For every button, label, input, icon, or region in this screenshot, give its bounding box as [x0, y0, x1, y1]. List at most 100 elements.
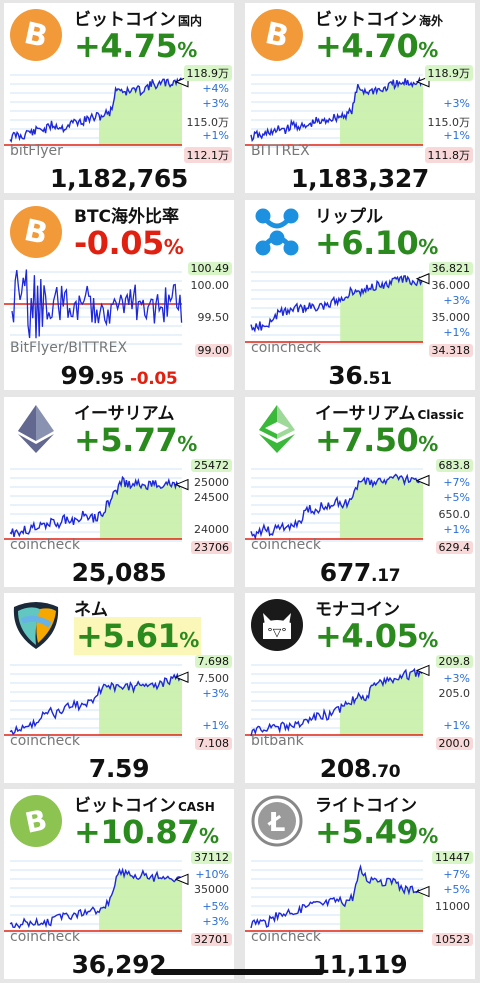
percent-sign: %: [177, 432, 197, 456]
exchange-source: BITTREX: [251, 143, 310, 159]
coin-name-suffix: 国内: [178, 14, 203, 28]
chart-high-label: 7.698: [194, 655, 232, 668]
chart-grid-label: +5%: [443, 491, 470, 504]
change-percent: +5.49%: [315, 813, 438, 851]
price-integer: 36,292: [71, 950, 167, 979]
coin-card[interactable]: B BTC海外比率 -0.05% 100.49 100.00 99.50 99.00 BitF…: [4, 200, 234, 390]
price-integer: 99: [60, 361, 96, 390]
change-percent: -0.05%: [74, 224, 184, 262]
chart-grid-label: 100.00: [190, 279, 230, 292]
price-decimal: .51: [362, 369, 392, 389]
price-line: [250, 864, 424, 929]
chart-high-label: 36.821: [428, 262, 473, 275]
coin-card[interactable]: B ビットコイン 国内 +4.75% 118.9万 +4% +3% 115.0万 +1% 112.…: [4, 3, 234, 193]
home-indicator[interactable]: [152, 969, 324, 975]
price-chart[interactable]: 118.9万 +3% 115.0万 +1% 111.8万 BITTREX: [245, 65, 475, 169]
change-value: +4.05: [315, 617, 419, 655]
coin-card[interactable]: B ビットコイン CASH +10.87% 37112 +10% 35000 +5% +3% 32…: [4, 789, 234, 979]
change-percent: +5.77%: [74, 421, 197, 459]
coin-card[interactable]: °▽° モナコイン +4.05% 209.8 +3% 205.0 +1% 200.0 bitba…: [245, 593, 475, 783]
price-decimal: .95: [94, 369, 125, 389]
coin-name-text: モナコイン: [315, 600, 400, 620]
chart-grid-label: +1%: [443, 326, 470, 339]
chart-low-label: 200.0: [435, 737, 473, 750]
chart-grid-label: 35.000: [431, 311, 471, 324]
price-integer: 1,182,765: [49, 164, 189, 193]
coin-name-text: リップル: [315, 207, 383, 227]
chart-grid-label: +3%: [202, 97, 229, 110]
chart-grid-label: 205.0: [438, 687, 471, 700]
price-chart[interactable]: 209.8 +3% 205.0 +1% 200.0 bitbank: [245, 655, 475, 759]
price-integer: 36: [328, 361, 363, 390]
chart-low-label: 112.1万: [183, 147, 232, 163]
price-delta: -0.05: [129, 369, 178, 389]
svg-text:Ł: Ł: [267, 808, 286, 838]
chart-grid-label: 24000: [194, 523, 229, 536]
price-chart[interactable]: 118.9万 +4% +3% 115.0万 +1% 112.1万 bitFlyer: [4, 65, 234, 169]
change-percent: +4.75%: [74, 27, 197, 65]
change-value: +5.49: [315, 813, 419, 851]
chart-high-label: 100.49: [187, 262, 232, 275]
current-price: 1,183,327: [245, 164, 475, 193]
coin-card[interactable]: Ł ライトコイン +5.49% 11447 +7% +5% 11000 10523 coinch…: [245, 789, 475, 979]
chart-low-label: 111.8万: [424, 147, 473, 163]
coin-name: イーサリアム: [74, 399, 174, 424]
coin-name-text: ビットコイン: [74, 796, 176, 816]
chart-high-label: 25472: [191, 459, 232, 472]
coin-card[interactable]: イーサリアム +5.77% 25472 25000 24500 24000 23706 coi…: [4, 397, 234, 587]
price-chart[interactable]: 7.698 7.500 +3% +1% 7.108 coincheck: [4, 655, 234, 759]
percent-sign: %: [179, 628, 199, 652]
coin-card[interactable]: ネム +5.61% 7.698 7.500 +3% +1% 7.108 coincheck 7.…: [4, 593, 234, 783]
chart-grid-label: +3%: [202, 915, 229, 928]
change-value: +10.87: [74, 813, 200, 851]
chart-grid-label: +3%: [443, 672, 470, 685]
chart-low-label: 99.00: [194, 344, 232, 357]
coin-name-suffix: 海外: [419, 14, 444, 28]
chart-low-label: 34.318: [428, 344, 473, 357]
chart-grid-label: +7%: [443, 476, 470, 489]
price-integer: 25,085: [71, 558, 167, 587]
percent-sign: %: [418, 628, 438, 652]
price-chart[interactable]: 25472 25000 24500 24000 23706 coincheck: [4, 459, 234, 563]
change-value: +5.61: [76, 617, 180, 655]
change-value: +4.75: [74, 27, 178, 65]
current-price-marker: [174, 873, 189, 886]
monacoin-icon: °▽°: [251, 599, 303, 651]
coin-name-text: ネム: [74, 600, 108, 620]
price-chart[interactable]: 100.49 100.00 99.50 99.00 BitFlyer/BITTREX: [4, 262, 234, 366]
chart-grid-label: +10%: [195, 868, 229, 881]
coin-card[interactable]: リップル +6.10% 36.821 36.000 +3% 35.000 +1% 34.318…: [245, 200, 475, 390]
coin-name: ビットコイン 海外: [315, 5, 443, 30]
percent-sign: %: [418, 432, 438, 456]
ripple-icon: [251, 206, 303, 258]
price-line: [250, 667, 424, 737]
price-line: [9, 672, 183, 736]
price-line: [250, 473, 424, 541]
coin-card[interactable]: B ビットコイン 海外 +4.70% 118.9万 +3% 115.0万 +1% 111.8万 B…: [245, 3, 475, 193]
current-price: 99.95 -0.05: [4, 361, 234, 390]
chart-grid-label: +1%: [443, 129, 470, 142]
exchange-source: coincheck: [251, 340, 322, 356]
current-price-marker: [415, 885, 430, 898]
chart-low-label: 7.108: [194, 737, 232, 750]
current-price: 36.51: [245, 361, 475, 390]
price-chart[interactable]: 683.8 +7% +5% 650.0 +1% 629.4 coincheck: [245, 459, 475, 563]
coin-name: モナコイン: [315, 595, 400, 620]
price-decimal: .17: [371, 566, 401, 586]
chart-grid-label: +3%: [443, 97, 470, 110]
exchange-source: coincheck: [10, 733, 81, 749]
price-chart[interactable]: 36.821 36.000 +3% 35.000 +1% 34.318 coincheck: [245, 262, 475, 366]
chart-grid-label: +1%: [202, 719, 229, 732]
current-price: 25,085: [4, 558, 234, 587]
coin-name: ビットコイン 国内: [74, 5, 202, 30]
price-chart[interactable]: 37112 +10% 35000 +5% +3% 32701 coincheck: [4, 851, 234, 955]
exchange-source: BitFlyer/BITTREX: [10, 340, 128, 356]
current-price: 36,292: [4, 950, 234, 979]
ethereum-classic-icon: [251, 403, 303, 455]
coin-name: イーサリアム Classic: [315, 399, 464, 424]
coin-card[interactable]: イーサリアム Classic +7.50% 683.8 +7% +5% 650.0 +1% 62…: [245, 397, 475, 587]
exchange-source: bitbank: [251, 733, 304, 749]
price-chart[interactable]: 11447 +7% +5% 11000 10523 coincheck: [245, 851, 475, 955]
coin-name-text: BTC海外比率: [74, 207, 180, 227]
chart-low-label: 10523: [432, 933, 473, 946]
